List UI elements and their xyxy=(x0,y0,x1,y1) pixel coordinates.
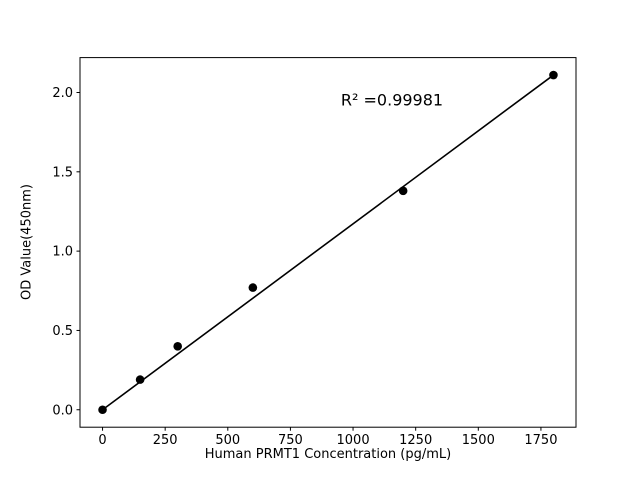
data-point xyxy=(398,186,408,196)
fit-line xyxy=(102,74,554,411)
y-tick-label: 1.5 xyxy=(52,165,73,180)
axes-frame xyxy=(79,57,577,428)
x-tick-label: 0 xyxy=(98,433,106,448)
x-tick-label: 250 xyxy=(153,433,178,448)
data-point xyxy=(549,70,558,80)
y-tick-label: 0.5 xyxy=(52,324,73,339)
x-tick-label: 750 xyxy=(278,433,303,448)
data-point xyxy=(173,342,182,351)
y-axis-label: OD Value(450nm) xyxy=(19,184,35,300)
y-tick-label: 0.0 xyxy=(52,403,73,418)
data-point xyxy=(248,283,258,292)
data-point xyxy=(98,405,107,415)
x-tick-label: 1250 xyxy=(399,433,432,448)
x-axis-label: Human PRMT1 Concentration (pg/mL) xyxy=(204,447,452,462)
x-tick-label: 1750 xyxy=(524,433,557,448)
x-tick-label: 1000 xyxy=(337,433,370,448)
x-tick-label: 500 xyxy=(215,433,240,448)
r-squared-annotation: R² =0.99981 xyxy=(340,90,444,110)
x-tick-label: 1500 xyxy=(462,433,495,448)
y-tick-label: 2.0 xyxy=(52,86,73,101)
y-tick-label: 1.0 xyxy=(52,245,73,260)
data-point xyxy=(135,375,145,384)
